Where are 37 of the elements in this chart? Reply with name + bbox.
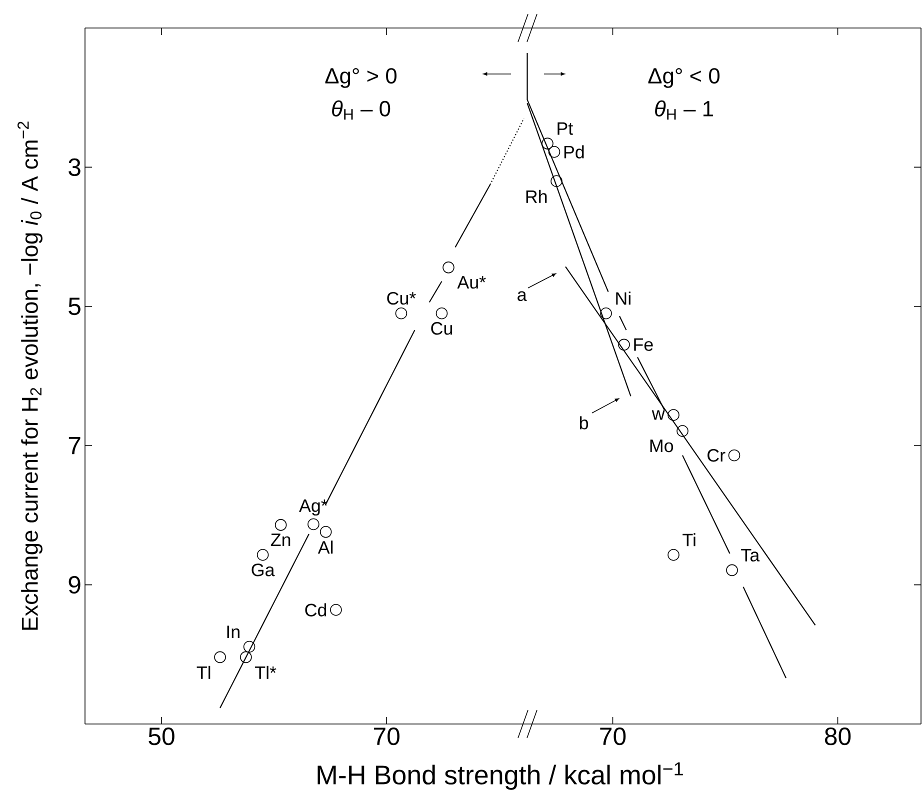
annotation: Ti	[682, 533, 696, 546]
x-tick-label: 70	[374, 728, 400, 746]
y-tick-label: 9	[68, 576, 80, 594]
annotation: Tl	[196, 666, 210, 679]
x-tick-label: 50	[148, 728, 174, 746]
annotation: a	[518, 291, 527, 302]
annotation: b	[580, 416, 588, 430]
y-tick-label: 3	[68, 158, 80, 176]
annotation: Ga	[252, 564, 275, 576]
annotation: w	[652, 410, 665, 420]
annotation: Ta	[741, 548, 760, 562]
annotation: Tl*	[255, 666, 276, 679]
annotation: In	[227, 626, 240, 638]
x-tick-label: 70	[600, 728, 626, 746]
annotation: Fe	[634, 338, 653, 351]
annotation: Pd	[564, 145, 584, 158]
annotation: Ni	[616, 292, 630, 305]
y-tick-label: 5	[68, 298, 80, 316]
annotation: Al	[318, 540, 333, 554]
annotation: Δg° < 0	[648, 68, 720, 88]
y-tick-label: 7	[68, 437, 80, 454]
annotation: Au*	[457, 276, 486, 289]
y-axis-title: Exchange current for H$_{2}$ evolution, −log i$_{0}$ / A cm$^{−2}$	[18, 122, 42, 630]
annotation: Ag*	[299, 499, 328, 516]
annotation: Cu*	[387, 292, 416, 305]
annotation: Δg° > 0	[325, 68, 397, 88]
annotation: θ$_{H}$ – 1	[655, 100, 713, 120]
annotation: Cd	[305, 603, 326, 616]
annotation: Cr	[708, 448, 726, 462]
x-axis-title: M-H Bond strength / kcal mol$^{−1}$	[318, 762, 683, 790]
annotation: Cu	[431, 322, 452, 335]
annotation: θ$_{H}$ – 0	[332, 100, 390, 120]
annotation: Rh	[526, 190, 547, 203]
annotation: Pt	[558, 122, 574, 135]
annotation: Zn	[270, 534, 290, 546]
annotation: Mo	[650, 440, 674, 452]
x-tick-label: 80	[824, 728, 851, 746]
